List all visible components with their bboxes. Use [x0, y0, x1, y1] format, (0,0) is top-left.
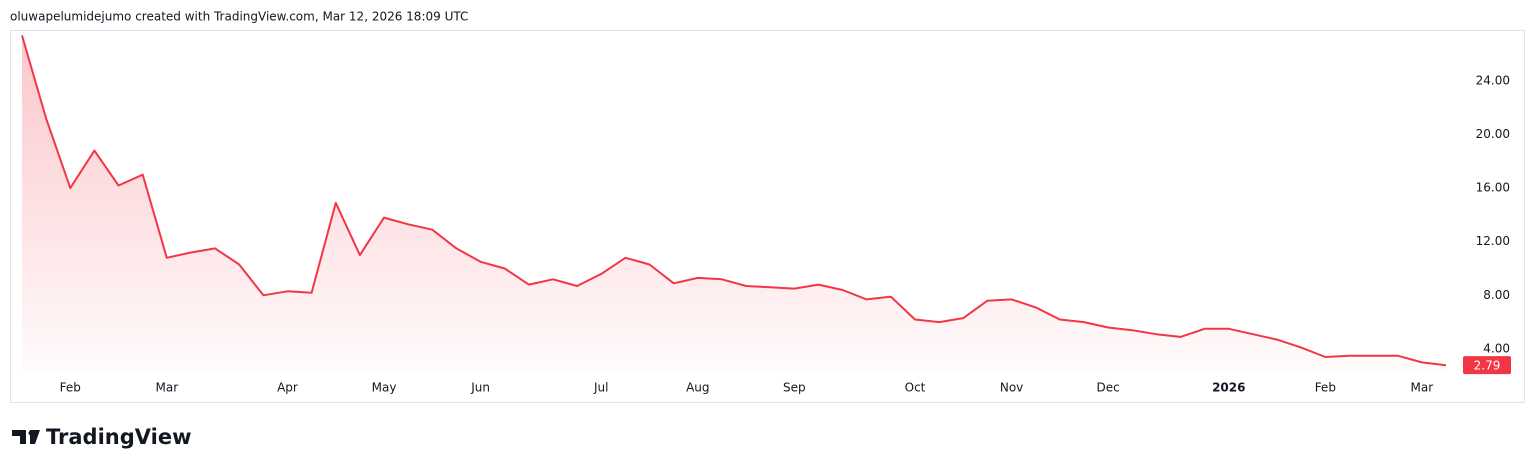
y-tick-label: 16.00 [1476, 181, 1510, 195]
x-tick-label: Feb [60, 381, 81, 395]
logo-dot [28, 430, 34, 436]
x-tick-label: May [372, 381, 397, 395]
attribution: oluwapelumidejumo created with TradingVi… [10, 10, 468, 24]
x-tick-label: Feb [1315, 381, 1336, 395]
x-tick-label: Jul [593, 381, 608, 395]
x-tick-label: Oct [905, 381, 926, 395]
x-tick-label: Sep [783, 381, 806, 395]
y-tick-label: 24.00 [1476, 73, 1510, 87]
logo-text: TradingView [46, 425, 191, 449]
x-tick-label: Aug [686, 381, 709, 395]
last-price-label: 2.79 [1474, 359, 1501, 373]
y-tick-label: 8.00 [1483, 288, 1510, 302]
price-line [21, 35, 1447, 367]
y-tick-label: 4.00 [1483, 341, 1510, 355]
chart-frame [10, 30, 1525, 403]
x-tick-label: Nov [1000, 381, 1023, 395]
x-tick-label: Mar [155, 381, 178, 395]
area-fill [22, 35, 1446, 373]
x-tick-label: Jun [470, 381, 490, 395]
x-tick-label: Apr [277, 381, 298, 395]
logo-icon [12, 430, 40, 444]
y-tick-label: 20.00 [1476, 127, 1510, 141]
last-price-badge [1463, 356, 1511, 375]
x-tick-label: 2026 [1212, 381, 1245, 395]
x-tick-label: Dec [1096, 381, 1119, 395]
logo: TradingView [12, 425, 191, 449]
x-tick-label: Mar [1411, 381, 1434, 395]
y-tick-label: 12.00 [1476, 234, 1510, 248]
